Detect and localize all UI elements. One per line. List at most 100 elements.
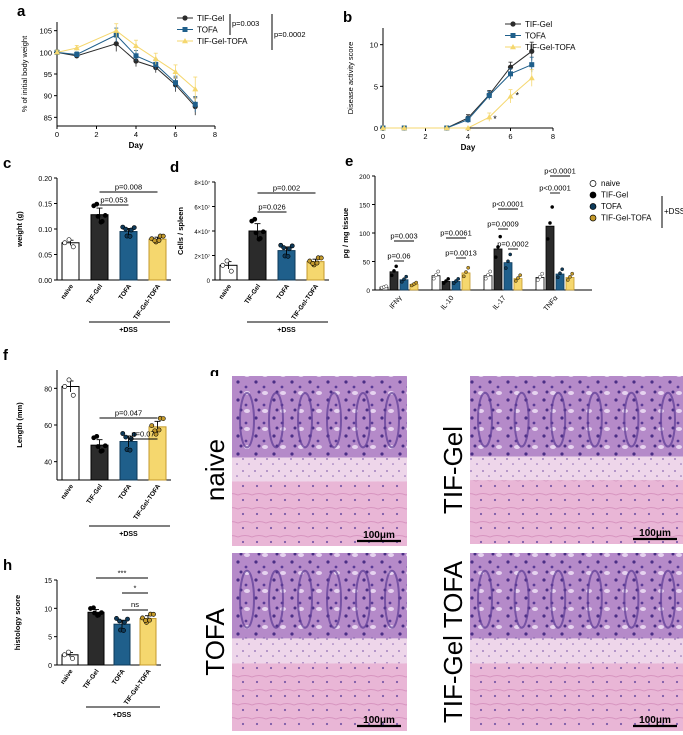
data-point <box>503 266 508 270</box>
data-point <box>436 269 441 274</box>
crypt <box>550 569 567 629</box>
data-point <box>568 275 572 279</box>
data-point <box>260 229 266 235</box>
chart-d: d 0 2×10⁷ 4×10⁷ 6×10⁷ 8×10⁷ Cells / spleen naiv… <box>170 159 329 334</box>
data-point <box>172 68 179 75</box>
data-point <box>73 45 80 51</box>
x-tick-label: TIF-Gel <box>244 283 263 306</box>
panel-label-f: f <box>3 347 9 364</box>
x-tick-label: TNFα <box>543 295 560 313</box>
chart-f: f 40 60 80 Length (mm) naive TIF-Gel TOFA TIF-Ge… <box>3 347 171 538</box>
data-point <box>394 264 399 269</box>
x-tick-label: IL-10 <box>440 295 456 312</box>
legend-label: TIF-Gel <box>525 20 552 29</box>
crypt <box>268 392 284 449</box>
x-tick-label: 6 <box>173 130 177 139</box>
scale-bar-label: 100μm <box>363 530 395 541</box>
data-point <box>538 275 542 279</box>
legend-marker <box>589 180 597 187</box>
legend-marker <box>182 27 188 32</box>
data-point <box>98 448 104 454</box>
legend-group-label: +DSS <box>664 207 683 216</box>
y-tick-label: 0 <box>207 279 211 285</box>
data-point <box>444 279 448 283</box>
crypt <box>297 392 313 449</box>
data-point <box>253 230 259 236</box>
data-point <box>446 277 451 281</box>
x-tick-label: TOFA <box>118 283 134 301</box>
y-tick-label: 0.20 <box>38 176 52 183</box>
annotation-p: p=0.07 <box>131 430 154 439</box>
bar-TOFA <box>119 441 138 481</box>
y-tick-label: 100 <box>39 48 52 57</box>
x-tick-label: TIF-Gel-TOFA <box>123 668 153 706</box>
x-tick-label: TIF-Gel <box>86 483 105 506</box>
data-point <box>465 125 471 131</box>
histology-image-TIF-Gel: 100μm TIF-Gel <box>438 376 683 544</box>
data-point <box>121 628 126 633</box>
data-point <box>392 269 396 273</box>
scale-bar-label: 100μm <box>639 715 671 726</box>
chart-e: e 0 50 100 150 200 pg / mg tissue IFNγ IL-10 IL-1… <box>341 153 683 313</box>
crypt <box>623 391 640 448</box>
x-tick-label: TIF-Gel-TOFA <box>132 283 162 321</box>
crypt <box>384 569 400 629</box>
y-tick-label: 40 <box>44 460 52 467</box>
annotation-p: p=0.002 <box>273 184 300 193</box>
data-point <box>498 234 503 239</box>
data-point <box>95 444 101 449</box>
y-tick-label: 10 <box>370 41 378 50</box>
x-tick-label: 0 <box>55 130 59 139</box>
y-axis-label: histology score <box>13 595 22 650</box>
legend-label: TOFA <box>601 202 622 211</box>
legend-label: TIF-Gel <box>601 191 628 200</box>
group-label: +DSS <box>277 327 296 334</box>
data-point <box>54 49 60 55</box>
image-label: TIF-Gel TOFA <box>438 560 468 723</box>
legend-marker <box>589 203 597 210</box>
data-point <box>117 618 122 624</box>
data-point <box>493 255 498 259</box>
panel-label-a: a <box>17 3 26 20</box>
x-tick-label: TIF-Gel-TOFA <box>132 483 162 521</box>
muscle-layer <box>470 480 683 544</box>
annotation-p: *** <box>118 569 127 578</box>
data-point <box>399 279 404 284</box>
mucosa-layer <box>470 376 683 457</box>
panel-label-c: c <box>3 155 11 172</box>
bar-naive <box>61 386 80 481</box>
data-point <box>156 237 162 243</box>
crypt <box>326 392 342 449</box>
label-band <box>204 376 230 546</box>
chart-a: a 85 90 95 100 105 0 2 4 6 8 Day % of initial body w… <box>17 3 306 150</box>
panel-label-e: e <box>345 153 353 170</box>
data-point <box>62 652 67 658</box>
x-tick-label: TOFA <box>118 483 134 501</box>
data-point <box>550 205 555 209</box>
crypt <box>326 569 342 629</box>
y-axis-label: Length (mm) <box>15 402 24 448</box>
x-tick-label: 8 <box>213 130 217 139</box>
mucosa-layer <box>232 376 407 458</box>
data-point <box>140 615 145 621</box>
data-point <box>70 244 76 250</box>
data-point <box>486 93 492 98</box>
data-point <box>192 101 198 107</box>
panel-label-d: d <box>170 159 179 176</box>
y-tick-label: 85 <box>44 113 52 122</box>
annotation-p: p=0.003 <box>390 232 417 241</box>
annotation-ns: ns <box>131 600 139 609</box>
data-point <box>496 245 500 249</box>
annotation-star: * <box>493 114 497 124</box>
data-point <box>434 273 438 277</box>
y-axis-label: Cells / spleen <box>176 207 185 255</box>
data-point <box>414 280 419 285</box>
histology-panel: g 100μm naive 100μm TIF-Gel 100μm TOFA 100μm TIF… <box>200 365 683 731</box>
data-point <box>66 377 72 383</box>
x-tick-label: IFNγ <box>389 294 404 310</box>
x-tick-label: 2 <box>423 132 427 141</box>
y-tick-label: 15 <box>44 578 52 585</box>
panel-label-g: g <box>210 365 219 382</box>
bar-TIF-Gel-TOFA <box>139 618 157 666</box>
